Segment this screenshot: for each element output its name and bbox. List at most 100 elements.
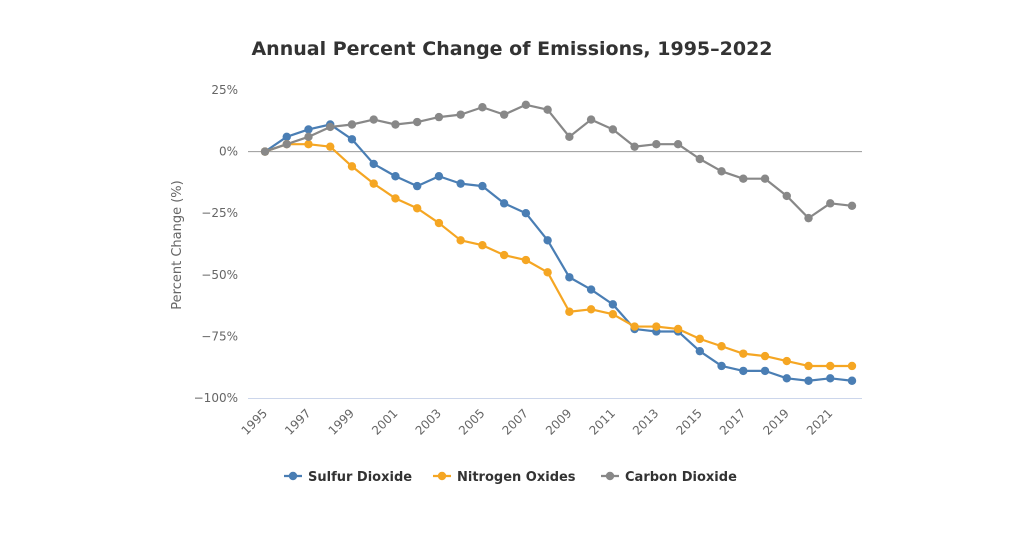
data-point[interactable]: [826, 199, 835, 208]
data-point[interactable]: [412, 181, 422, 191]
legend-item[interactable]: Carbon Dioxide: [601, 470, 737, 485]
data-point[interactable]: [434, 218, 444, 228]
data-point[interactable]: [673, 324, 683, 334]
series-1: [260, 140, 857, 371]
data-point[interactable]: [456, 179, 465, 188]
data-point[interactable]: [695, 334, 705, 344]
data-point[interactable]: [847, 201, 857, 211]
data-point[interactable]: [565, 307, 574, 316]
data-point[interactable]: [521, 100, 531, 109]
data-point[interactable]: [717, 167, 726, 176]
data-point[interactable]: [782, 374, 791, 383]
data-point[interactable]: [499, 250, 509, 260]
data-point[interactable]: [782, 191, 791, 201]
axis-lines: [248, 151, 862, 399]
data-point[interactable]: [739, 174, 748, 183]
data-point[interactable]: [608, 300, 618, 309]
data-point[interactable]: [586, 115, 596, 124]
y-tick-label: 0%: [219, 145, 238, 159]
legend-item[interactable]: Nitrogen Oxides: [433, 470, 576, 485]
data-point[interactable]: [326, 142, 335, 151]
data-point[interactable]: [804, 361, 813, 371]
data-point[interactable]: [717, 342, 726, 351]
y-tick-label: −100%: [194, 391, 238, 405]
legend-item[interactable]: Sulfur Dioxide: [284, 470, 412, 485]
x-tick-label: 2007: [500, 406, 531, 437]
data-point[interactable]: [347, 135, 357, 144]
data-point[interactable]: [826, 361, 835, 371]
data-point[interactable]: [608, 310, 618, 319]
data-point[interactable]: [760, 351, 770, 361]
data-point[interactable]: [434, 112, 444, 122]
data-point[interactable]: [412, 204, 422, 213]
series-line: [263, 103, 854, 220]
data-point[interactable]: [456, 236, 465, 245]
data-point[interactable]: [347, 162, 357, 171]
x-tick-label: 1995: [239, 406, 270, 437]
data-point[interactable]: [826, 374, 835, 383]
data-point[interactable]: [695, 154, 705, 164]
x-tick-label: 2009: [543, 406, 574, 437]
data-point[interactable]: [673, 140, 683, 149]
data-point[interactable]: [499, 199, 509, 208]
data-point[interactable]: [565, 132, 574, 142]
data-point[interactable]: [630, 142, 639, 151]
data-point[interactable]: [304, 125, 313, 134]
data-point[interactable]: [652, 140, 661, 149]
data-point[interactable]: [717, 361, 726, 371]
data-point[interactable]: [326, 122, 335, 132]
data-point[interactable]: [434, 172, 444, 181]
y-axis-ticks: 25% 0% −25% −50% −75% −100%: [194, 83, 238, 405]
data-point[interactable]: [391, 194, 400, 203]
data-point[interactable]: [543, 268, 552, 277]
data-point[interactable]: [739, 366, 748, 376]
data-point[interactable]: [391, 120, 400, 129]
data-point[interactable]: [521, 255, 531, 265]
data-point[interactable]: [521, 209, 531, 218]
data-point[interactable]: [478, 181, 487, 191]
data-point[interactable]: [586, 285, 596, 294]
data-point[interactable]: [456, 110, 465, 119]
data-point[interactable]: [565, 273, 574, 282]
y-tick-label: −75%: [201, 329, 238, 343]
data-point[interactable]: [652, 322, 661, 331]
data-point[interactable]: [412, 117, 422, 127]
data-point[interactable]: [782, 356, 791, 366]
data-point[interactable]: [499, 110, 509, 119]
data-point[interactable]: [543, 105, 552, 114]
data-point[interactable]: [478, 241, 487, 250]
data-point[interactable]: [804, 213, 813, 223]
data-point[interactable]: [478, 103, 487, 112]
data-point[interactable]: [260, 147, 270, 156]
data-point[interactable]: [369, 159, 378, 169]
x-tick-label: 2011: [586, 406, 617, 437]
data-point[interactable]: [695, 346, 705, 356]
data-point[interactable]: [608, 125, 618, 134]
data-point[interactable]: [391, 172, 400, 181]
y-axis-title: Percent Change (%): [170, 180, 185, 309]
x-axis-ticks: 1995 1997 1999 2001 2003 2005 2007 2009 2011 2013…: [239, 406, 836, 437]
data-point[interactable]: [804, 376, 813, 385]
legend-marker: [288, 471, 298, 481]
data-point[interactable]: [760, 366, 770, 376]
data-point[interactable]: [847, 376, 857, 385]
data-point[interactable]: [369, 179, 378, 188]
data-point[interactable]: [304, 140, 313, 149]
series-line: [263, 123, 854, 382]
series-2: [260, 100, 857, 223]
x-tick-label: 1999: [326, 406, 357, 437]
data-point[interactable]: [760, 174, 770, 183]
data-point[interactable]: [347, 120, 357, 129]
data-point[interactable]: [630, 322, 639, 331]
data-point[interactable]: [543, 236, 552, 245]
data-point[interactable]: [304, 132, 313, 142]
data-point[interactable]: [847, 361, 857, 371]
y-tick-label: −50%: [201, 268, 238, 282]
data-point[interactable]: [369, 115, 378, 124]
series-group: [260, 100, 857, 385]
data-point[interactable]: [282, 132, 291, 142]
data-point[interactable]: [586, 305, 596, 314]
data-point[interactable]: [282, 140, 291, 149]
data-point[interactable]: [739, 349, 748, 358]
